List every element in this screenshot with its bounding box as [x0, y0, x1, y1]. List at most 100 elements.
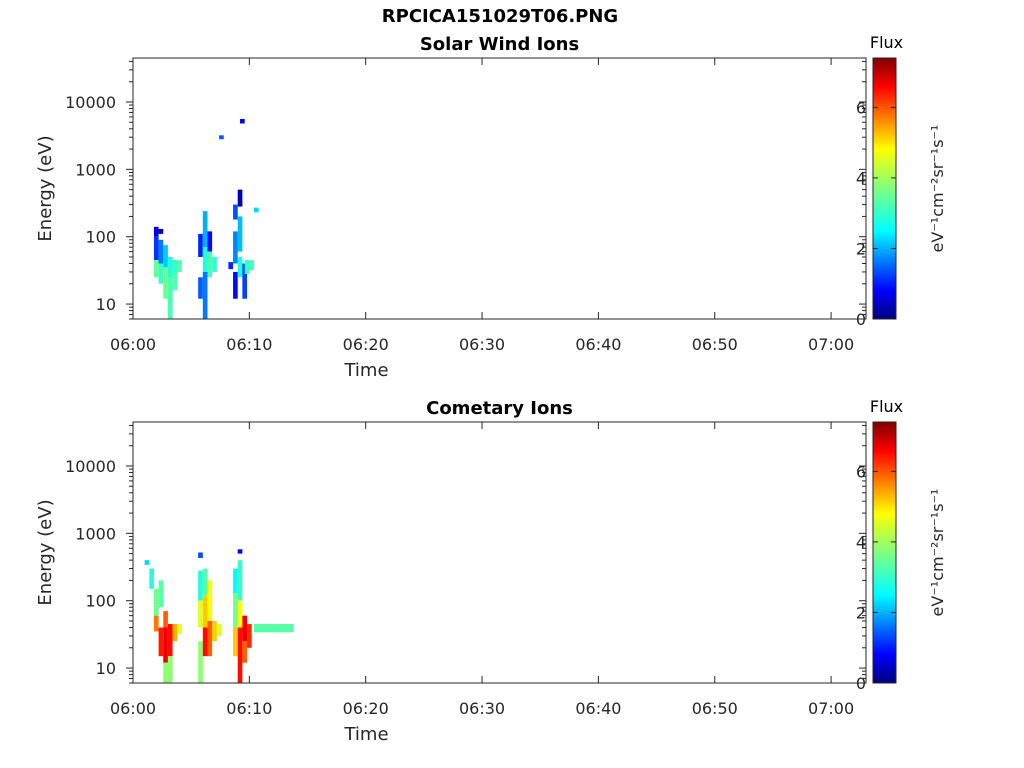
x-tick-label: 06:40 — [575, 335, 621, 354]
heatmap-cell — [202, 211, 208, 248]
plot-frame — [132, 421, 867, 684]
heatmap-cell — [163, 245, 168, 268]
heatmap-cell — [240, 118, 245, 124]
y-tick-label: 10 — [96, 659, 116, 678]
colorbar: Flux 0 2 4 6 eV⁻¹cm⁻²sr⁻¹s⁻¹ — [856, 33, 947, 329]
x-axis-title: Time — [343, 360, 388, 381]
heatmap-cell — [212, 256, 217, 272]
colorbar-gradient — [872, 57, 897, 320]
heatmap-cell — [163, 267, 168, 299]
colorbar-tick-label: 6 — [856, 98, 866, 117]
heatmap-cell — [212, 620, 217, 642]
heatmap-cell — [167, 624, 173, 657]
heatmap-cell — [242, 615, 248, 642]
heatmap-cell — [149, 568, 154, 589]
heatmap-cell — [163, 611, 168, 628]
heatmap-cell — [198, 641, 203, 683]
colorbar-tick-label: 0 — [856, 310, 866, 329]
y-axis-title: Energy (eV) — [35, 499, 56, 605]
heatmap-cell — [254, 207, 259, 213]
heatmap-cell — [242, 263, 248, 299]
colorbar: Flux 0 2 4 6 eV⁻¹cm⁻²sr⁻¹s⁻¹ — [856, 397, 947, 693]
heatmap-cell — [233, 593, 238, 628]
y-tick-label: 1000 — [75, 524, 116, 543]
x-tick-label: 07:00 — [808, 699, 854, 718]
x-tick-label: 06:30 — [459, 699, 505, 718]
x-tick-label: 06:00 — [110, 699, 156, 718]
heatmap-cell — [237, 600, 243, 628]
heatmap-cell — [198, 277, 203, 299]
heatmap-cell — [207, 620, 213, 657]
heatmap-cell — [158, 263, 164, 284]
panel-title: Solar Wind Ions — [420, 34, 579, 55]
y-tick-label: 10 — [96, 295, 116, 314]
heatmap-cell — [233, 271, 238, 299]
heatmap-cell — [198, 233, 203, 257]
heatmap-cell — [237, 216, 243, 252]
colorbar-tick-label: 2 — [856, 603, 866, 622]
heatmap-cell — [167, 277, 173, 319]
page-title: RPCICA151029T06.PNG — [381, 6, 619, 27]
heatmap-cell — [237, 560, 243, 601]
x-tick-label: 06:20 — [343, 699, 389, 718]
heatmap-cell — [167, 256, 173, 278]
heatmap-cell — [153, 260, 159, 278]
colorbar-tick-label: 2 — [856, 239, 866, 258]
heatmap-cell — [237, 256, 243, 278]
heatmap-cell — [202, 627, 208, 657]
heatmap-cell — [153, 226, 159, 237]
y-tick-label: 10000 — [65, 457, 116, 476]
colorbar-tick-label: 4 — [856, 533, 866, 552]
heatmap-cell — [237, 549, 243, 554]
y-axis-title: Energy (eV) — [35, 135, 56, 241]
heatmap-cell — [216, 624, 222, 636]
heatmap-cell — [153, 588, 159, 616]
heatmap-cell — [163, 662, 168, 683]
heatmap-cell — [207, 580, 213, 621]
heatmap-cell — [237, 627, 243, 683]
heatmap-cell — [219, 135, 224, 140]
y-tick-label: 100 — [85, 228, 116, 247]
colorbar-label: eV⁻¹cm⁻²sr⁻¹s⁻¹ — [928, 125, 947, 253]
heatmap-cell — [153, 615, 159, 632]
heatmap-cell — [233, 568, 238, 594]
x-tick-label: 06:30 — [459, 335, 505, 354]
colorbar-tick-label: 6 — [856, 462, 866, 481]
heatmap-cell — [158, 239, 164, 264]
heatmap-cell — [249, 260, 255, 271]
heatmap-cell — [237, 189, 243, 207]
heatmap-cell — [254, 624, 294, 633]
y-tick-label: 100 — [85, 592, 116, 611]
colorbar-label: eV⁻¹cm⁻²sr⁻¹s⁻¹ — [928, 489, 947, 617]
colorbar-title: Flux — [870, 33, 903, 52]
heatmap-cell — [198, 600, 203, 628]
x-tick-label: 06:50 — [692, 335, 738, 354]
heatmap-cell — [158, 627, 164, 657]
heatmap-cell — [172, 271, 178, 291]
x-tick-label: 06:20 — [343, 335, 389, 354]
heatmap-cell — [158, 580, 164, 608]
heatmap-cell — [177, 624, 182, 635]
x-tick-label: 06:50 — [692, 699, 738, 718]
heatmap-cell — [202, 271, 208, 319]
heatmap-cell — [233, 204, 238, 220]
heatmap-cell — [144, 560, 150, 565]
heatmap-cell — [233, 627, 238, 657]
plot-frame — [132, 57, 867, 320]
heatmap-cell — [207, 231, 213, 252]
heatmap-cell — [202, 595, 208, 628]
x-tick-label: 06:40 — [575, 699, 621, 718]
x-tick-label: 06:10 — [226, 699, 272, 718]
heatmap-cell — [172, 260, 178, 272]
panel-title: Cometary Ions — [426, 398, 573, 419]
heatmap-cells — [144, 549, 294, 683]
colorbar-tick-label: 0 — [856, 674, 866, 693]
heatmap-cell — [163, 627, 168, 663]
x-axis-title: Time — [343, 724, 388, 745]
heatmap-cell — [198, 552, 203, 559]
heatmap-cell — [202, 247, 208, 272]
heatmap-cell — [244, 260, 250, 274]
heatmap-cell — [228, 262, 234, 270]
